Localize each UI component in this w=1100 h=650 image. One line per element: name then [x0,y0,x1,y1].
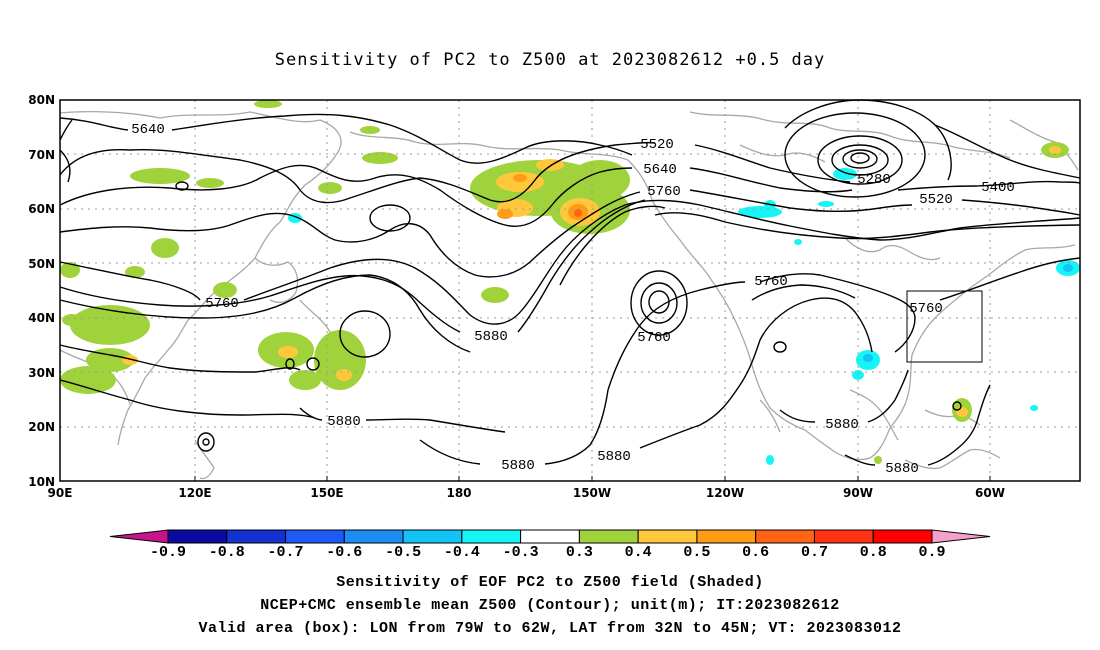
colorbar-label: -0.9 [150,544,186,561]
caption-shading: Sensitivity of EOF PC2 to Z500 field (Sh… [336,574,764,591]
colorbar-label: 0.5 [683,544,710,561]
lon-label-90e: 90E [48,486,73,500]
plot-area: 5640 5520 5640 5760 5280 5400 5520 5760 5880 5760… [59,99,1081,482]
colorbar-segment [167,529,228,544]
colorbar-label: 0.6 [742,544,769,561]
lon-label-150e: 150E [310,486,343,500]
colorbar-segment [637,529,698,544]
coastlines [59,110,1079,480]
colorbar-label: 0.8 [860,544,887,561]
caption-valid-area: Valid area (box): LON from 79W to 62W, L… [198,620,902,637]
colorbar-low-triangle [109,529,169,544]
lat-label-30n: 30N [28,366,55,380]
colorbar-label: -0.4 [444,544,480,561]
colorbar-segment [872,529,933,544]
lat-label-40n: 40N [28,311,55,325]
plot-frame [59,99,1081,482]
contour-label: 5520 [640,137,674,153]
colorbar [109,529,991,544]
lon-label-180: 180 [446,486,471,500]
colorbar-segment [343,529,404,544]
colorbar-label: -0.3 [503,544,539,561]
colorbar-label: -0.6 [326,544,362,561]
colorbar-high-triangle [931,529,991,544]
colorbar-label: 0.3 [566,544,593,561]
contour-label: 5280 [857,172,891,188]
contour-label: 5760 [754,274,788,290]
lat-label-20n: 20N [28,420,55,434]
colorbar-segment [696,529,757,544]
contour-label: 5640 [643,162,677,178]
lon-label-150w: 150W [573,486,611,500]
map-title: Sensitivity of PC2 to Z500 at 2023082612… [274,50,826,70]
contour-label: 5880 [501,458,535,474]
valid-area-box [906,290,983,363]
contour-label: 5880 [597,449,631,465]
lat-label-10n: 10N [28,475,55,489]
lon-label-90w: 90W [843,486,873,500]
colorbar-segment [285,529,345,544]
colorbar-segment [226,529,287,544]
colorbar-label: 0.4 [625,544,652,561]
colorbar-labels: -0.9 -0.8 -0.7 -0.6 -0.5 -0.4 -0.3 0.3 0.4 0.5 0.6… [150,544,946,561]
contour-labels: 5640 5520 5640 5760 5280 5400 5520 5760 5880 5760… [131,122,1015,477]
sensitivity-shading [60,100,1080,465]
contour-label: 5520 [919,192,953,208]
contour-label: 5880 [885,461,919,477]
contour-label: 5760 [909,301,943,317]
contour-label: 5880 [825,417,859,433]
colorbar-segment [520,529,580,544]
caption-contour: NCEP+CMC ensemble mean Z500 (Contour); u… [260,597,840,614]
contour-label: 5640 [131,122,165,138]
colorbar-segment [755,529,815,544]
colorbar-label: -0.8 [209,544,245,561]
contour-label: 5760 [647,184,681,200]
ticks [59,476,991,481]
colorbar-segment [402,529,463,544]
colorbar-segment [813,529,874,544]
colorbar-label: -0.5 [385,544,421,561]
lat-label-60n: 60N [28,202,55,216]
lon-label-120w: 120W [706,486,744,500]
lat-label-50n: 50N [28,257,55,271]
colorbar-segment [578,529,639,544]
colorbar-segment [461,529,522,544]
lat-label-70n: 70N [28,148,55,162]
contour-label: 5760 [637,330,671,346]
lon-label-120e: 120E [178,486,211,500]
colorbar-label: -0.7 [268,544,304,561]
colorbar-label: 0.9 [918,544,945,561]
lon-label-60w: 60W [975,486,1005,500]
contour-label: 5760 [205,296,239,312]
lat-label-80n: 80N [28,93,55,107]
contour-label: 5880 [474,329,508,345]
contour-label: 5400 [981,180,1015,196]
z500-contours [59,99,1081,466]
contour-label: 5880 [327,414,361,430]
colorbar-label: 0.7 [801,544,828,561]
